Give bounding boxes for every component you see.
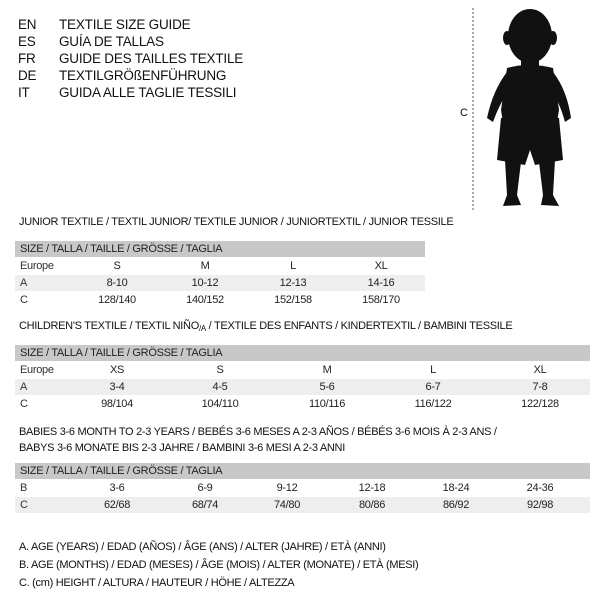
table-row: Europe S M L XL [20, 260, 388, 272]
babies-size-table: SIZE / TALLA / TAILLE / GRÖSSE / TAGLIA … [15, 463, 590, 513]
babies-section-title-line2: BABYS 3-6 MONATE BIS 2-3 JAHRE / BAMBINI… [19, 442, 345, 454]
table-row: C 62/68 68/74 74/80 80/86 86/92 92/98 [15, 497, 590, 513]
table-row: A 3-4 4-5 5-6 6-7 7-8 [15, 379, 590, 395]
legend: A. AGE (YEARS) / EDAD (AÑOS) / ÂGE (ANS)… [19, 538, 419, 592]
children-size-table: SIZE / TALLA / TAILLE / GRÖSSE / TAGLIA … [15, 345, 590, 412]
table-row: Europe XS S M L XL [20, 364, 547, 376]
table-row: A 8-10 10-12 12-13 14-16 [15, 275, 425, 291]
children-section-title: CHILDREN'S TEXTILE / TEXTIL NIÑO/A / TEX… [19, 320, 513, 333]
lang-it: IT GUIDA ALLE TAGLIE TESSILI [18, 85, 237, 100]
table-header: SIZE / TALLA / TAILLE / GRÖSSE / TAGLIA [15, 345, 590, 361]
language-titles: EN TEXTILE SIZE GUIDE ES GUÍA DE TALLAS FR… [18, 16, 243, 101]
junior-section-title: JUNIOR TEXTILE / TEXTIL JUNIOR/ TEXTILE … [19, 216, 454, 228]
baby-silhouette-icon [472, 8, 571, 210]
lang-de: DE TEXTILGRÖßENFÜHRUNG [18, 68, 227, 83]
lang-fr: FR GUIDE DES TAILLES TEXTILE [18, 51, 244, 66]
junior-size-table: SIZE / TALLA / TAILLE / GRÖSSE / TAGLIA … [15, 241, 425, 308]
table-row: C 98/104 104/110 110/116 116/122 122/128 [20, 398, 559, 410]
lang-en: EN TEXTILE SIZE GUIDE [18, 17, 191, 32]
table-header: SIZE / TALLA / TAILLE / GRÖSSE / TAGLIA [15, 241, 425, 257]
height-figure: C [455, 0, 600, 215]
legend-item-a: A. AGE (YEARS) / EDAD (AÑOS) / ÂGE (ANS)… [19, 541, 386, 553]
table-header: SIZE / TALLA / TAILLE / GRÖSSE / TAGLIA [15, 463, 590, 479]
babies-section-title-line1: BABIES 3-6 MONTH TO 2-3 YEARS / BEBÉS 3-… [19, 426, 497, 438]
table-row: B 3-6 6-9 9-12 12-18 18-24 24-36 [20, 482, 554, 494]
table-row: C 128/140 140/152 152/158 158/170 [20, 294, 400, 306]
legend-item-c: C. (cm) HEIGHT / ALTURA / HAUTEUR / HÖHE… [19, 577, 295, 589]
lang-es: ES GUÍA DE TALLAS [18, 34, 164, 49]
legend-item-b: B. AGE (MONTHS) / EDAD (MESES) / ÂGE (MO… [19, 559, 419, 571]
height-label: C [460, 107, 468, 119]
